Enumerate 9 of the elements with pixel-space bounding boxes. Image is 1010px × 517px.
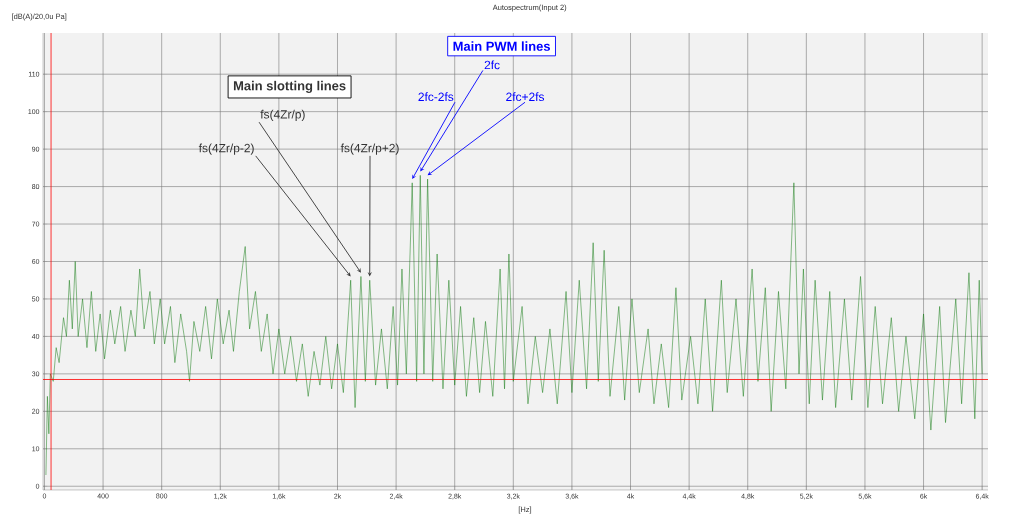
annotation: Main PWM lines bbox=[453, 41, 550, 51]
annotation: 2fc+2fs bbox=[506, 92, 545, 102]
line-series bbox=[45, 175, 983, 476]
annotation: fs(4Zr/p-2) bbox=[198, 143, 254, 155]
annotation: Main slotting lines bbox=[233, 80, 346, 94]
annotation: 2fc bbox=[484, 60, 500, 70]
annotation: 2fc-2fs bbox=[418, 92, 454, 102]
annotation: fs(4Zr/p+2) bbox=[340, 143, 399, 155]
annotation: fs(4Zr/p) bbox=[260, 109, 305, 122]
